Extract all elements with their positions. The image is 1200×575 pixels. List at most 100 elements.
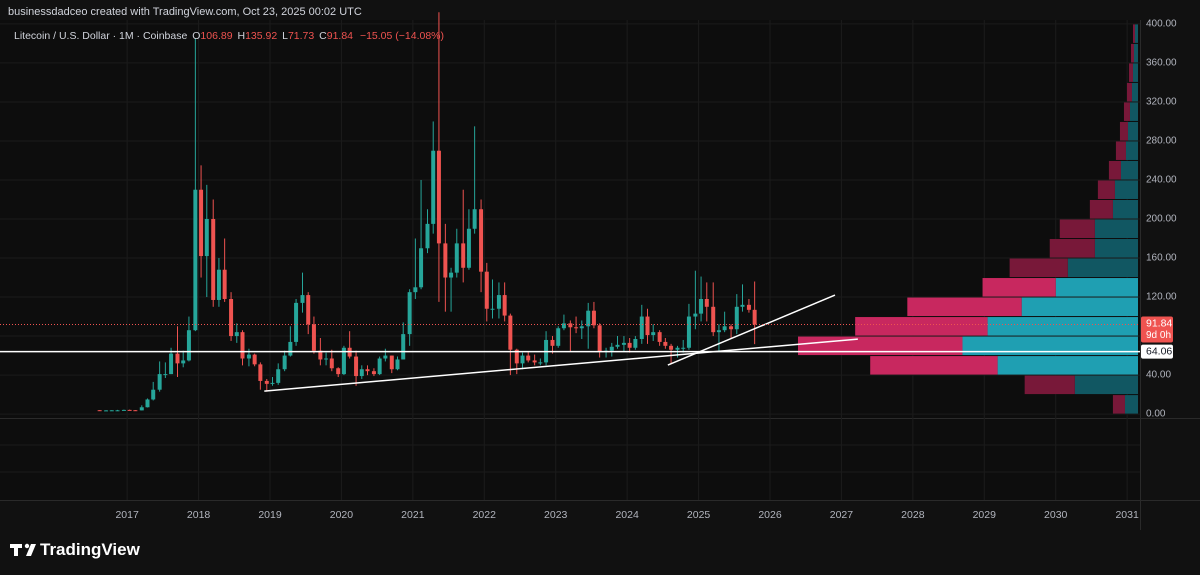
price-label: 91.84 [1146, 317, 1172, 329]
profile-up [1132, 63, 1138, 82]
candle-body [288, 341, 293, 356]
legend: Litecoin / U.S. Dollar · 1M · Coinbase O… [14, 30, 444, 42]
profile-up [1094, 239, 1138, 258]
candle-body [454, 243, 459, 273]
axes: 0.0040.0080.00120.00160.00200.00240.0028… [115, 19, 1177, 521]
y-tick-label: 0.00 [1146, 409, 1166, 420]
candle-body [133, 410, 138, 412]
candle-body [336, 368, 341, 375]
candle-body [508, 315, 513, 350]
candle-body [746, 304, 751, 310]
candle-body [729, 326, 734, 330]
candle-body [199, 189, 204, 257]
candle-body [240, 332, 245, 359]
candle-body [651, 332, 656, 336]
candle-body [175, 353, 180, 364]
profile-down [1112, 395, 1125, 414]
profile-up [987, 317, 1138, 336]
candle-body [514, 349, 519, 364]
candle-body [449, 272, 454, 278]
candle-body [354, 356, 359, 377]
candle-body [574, 327, 579, 329]
logo: TradingView [10, 540, 141, 559]
profile-up [1112, 199, 1138, 219]
candle-body [246, 354, 251, 359]
candle-body [300, 295, 305, 303]
profile-down [1009, 258, 1068, 278]
candle-body [365, 369, 370, 372]
logo-icon [24, 543, 30, 549]
legend-value: 71.73 [288, 30, 314, 42]
candle-body [472, 209, 477, 229]
candle-body [425, 223, 430, 249]
candle-body [264, 380, 269, 384]
candle-body [752, 309, 757, 325]
candle-body [502, 295, 507, 316]
profile-down [1130, 43, 1134, 63]
profile-up [1074, 375, 1138, 395]
price-label-box [1141, 344, 1173, 359]
candle-body [597, 325, 602, 352]
profile-up [1134, 24, 1138, 43]
legend-label: L [282, 30, 288, 42]
candle-body [371, 371, 376, 375]
candle-body [443, 243, 448, 278]
candle-body [234, 332, 239, 337]
drawings [0, 294, 1140, 392]
y-tick-label: 320.00 [1146, 97, 1177, 108]
trend-line [264, 338, 858, 392]
legend-label: O [192, 30, 200, 42]
candle-body [163, 374, 168, 376]
logo-icon [26, 544, 36, 556]
profile-up [1120, 160, 1138, 180]
countdown-label: 9d 0h [1146, 330, 1171, 341]
candle-body [104, 410, 109, 412]
y-tick-label: 240.00 [1146, 175, 1177, 186]
y-tick-label: 360.00 [1146, 58, 1177, 69]
profile-down [1132, 24, 1135, 43]
candle-body [722, 326, 727, 331]
trend-line [667, 294, 836, 366]
candle-body [341, 347, 346, 375]
candle-body [377, 358, 382, 375]
profile-up [1131, 82, 1138, 102]
legend-symbol: Litecoin / U.S. Dollar · 1M · Coinbase [14, 30, 187, 42]
candle-body [520, 355, 525, 364]
profile-up [1067, 258, 1138, 278]
candle-body [97, 410, 102, 412]
candle-body [579, 326, 584, 329]
profile-down [1089, 199, 1113, 219]
candle-body [329, 358, 334, 369]
logo-icon [14, 544, 18, 556]
candle-body [306, 295, 311, 325]
profile-up [1133, 43, 1138, 63]
profile-down [1115, 141, 1126, 160]
y-tick-label: 40.00 [1146, 370, 1171, 381]
y-tick-label: 200.00 [1146, 214, 1177, 225]
candle-body [479, 209, 484, 272]
candle-body [318, 350, 323, 360]
candle-body [109, 410, 114, 412]
x-tick-label: 2019 [258, 509, 282, 521]
profile-up [997, 356, 1138, 375]
profile-down [1126, 82, 1132, 102]
candle-body [669, 345, 674, 350]
profile-down [870, 356, 998, 375]
candle-body [627, 342, 632, 348]
candle-body [484, 271, 489, 309]
profile-up [1129, 102, 1138, 121]
y-tick-label: 400.00 [1146, 19, 1177, 30]
y-tick-label: 280.00 [1146, 136, 1177, 147]
candle-body [121, 409, 126, 411]
candle-body [204, 219, 209, 257]
candle-body [740, 304, 745, 307]
legend-value: 91.84 [327, 30, 353, 42]
profile-up [1125, 141, 1138, 160]
candle-body [311, 324, 316, 351]
candle-body [431, 150, 436, 224]
candle-body [139, 407, 144, 411]
candle-body [711, 306, 716, 333]
candle-body [645, 316, 650, 336]
candle-body [216, 269, 221, 300]
